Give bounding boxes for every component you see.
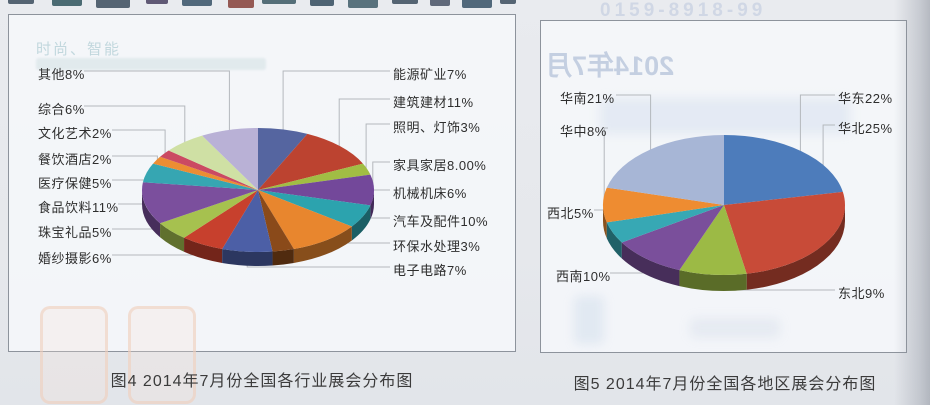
fig4-pie-side-环保水处理 [272, 248, 294, 266]
fig4-leader-line-其他 [84, 70, 230, 131]
fig4-pie-slice-机械机床 [258, 190, 371, 227]
fig4-label-wedding-photo: 婚纱摄影6% [38, 251, 112, 266]
cropped-glyph-fragment [146, 0, 168, 4]
fig4-label-electronics: 电子电路7% [393, 263, 467, 278]
fig4-label-machinery: 机械机床6% [393, 186, 467, 201]
fig5-leader-line-华东 [799, 94, 835, 152]
fig5-label-northeast: 东北9% [838, 286, 885, 301]
fig4-leader-line-医疗保健 [112, 172, 149, 181]
fig4-pie-slice-电子电路 [222, 190, 273, 252]
fig4-label-catering-hotel: 餐饮酒店2% [38, 152, 112, 167]
fig5-label-south-china: 华南21% [560, 91, 615, 106]
fig5-pie-side-西南 [621, 242, 680, 287]
cropped-glyph-fragment [262, 0, 296, 4]
fig4-pie-side-食品饮料 [142, 190, 161, 238]
cropped-glyph-fragment [430, 0, 450, 6]
fig4-leader-line-能源矿业 [282, 70, 390, 131]
bleedthrough-rounded-square [128, 306, 196, 404]
fig5-label-southwest: 西南10% [556, 269, 611, 284]
cropped-glyph-fragment [52, 0, 82, 6]
fig4-label-auto-parts: 汽车及配件10% [393, 214, 489, 229]
fig4-leader-line-照明、灯饰 [365, 123, 390, 170]
cropped-glyph-fragment [462, 0, 492, 8]
fig4-pie-slice-汽车及配件 [258, 190, 352, 249]
bleedthrough-rounded-square [40, 306, 108, 404]
fig4-leader-line-综合 [84, 105, 186, 143]
figure4-caption: 图4 2014年7月份全国各行业展会分布图 [110, 373, 414, 390]
fig5-pie-side-华中 [603, 205, 607, 239]
cropped-glyph-fragment [348, 0, 378, 8]
cropped-glyph-fragment [310, 0, 334, 6]
fig5-pie-side-西北 [606, 222, 622, 259]
fig4-pie-slice-能源矿业 [258, 128, 308, 190]
fig5-pie-slice-西北 [606, 205, 724, 243]
fig5-label-central-china: 华中8% [560, 124, 607, 139]
fig5-pie-slice-西南 [621, 205, 724, 271]
fig5-pie-side-华北 [746, 205, 845, 290]
fig4-leader-line-文化艺术 [112, 129, 166, 154]
fig4-pie-side-电子电路 [222, 248, 273, 266]
fig5-pie-slice-华南 [606, 135, 724, 205]
fig5-label-northwest: 西北5% [547, 206, 594, 221]
cropped-glyph-fragment [500, 0, 516, 4]
fig5-leader-line-华中 [603, 127, 608, 205]
fig4-label-construction-materials: 建筑建材11% [393, 95, 474, 110]
fig4-label-lighting: 照明、灯饰3% [393, 120, 481, 135]
fig5-leader-line-华南 [616, 94, 652, 151]
fig4-label-water-treatment: 环保水处理3% [393, 239, 481, 254]
fig5-pie-slice-华中 [603, 187, 724, 223]
fig4-label-furniture: 家具家居8.00% [393, 158, 487, 173]
fig4-pie-slice-文化艺术 [160, 150, 258, 190]
fig4-pie-slice-建筑建材 [258, 133, 363, 190]
fig4-leader-line-食品饮料 [118, 203, 147, 205]
fig4-pie-side-汽车及配件 [293, 226, 352, 263]
fig4-pie-slice-家具家居 [258, 174, 375, 206]
fig4-pie-slice-其他 [202, 128, 258, 190]
fig4-pie-slice-医疗保健 [142, 163, 258, 190]
fig4-pie-slice-婚纱摄影 [184, 190, 258, 249]
fig4-leader-line-餐饮酒店 [112, 155, 158, 161]
fig4-pie-slice-食品饮料 [142, 182, 258, 224]
figure5-caption: 图5 2014年7月份全国各地区展会分布图 [573, 376, 877, 393]
fig4-label-food-beverage: 食品饮料11% [38, 200, 119, 215]
fig4-pie-slice-餐饮酒店 [153, 156, 258, 190]
cropped-glyph-fragment [228, 0, 254, 8]
fig4-pie-slice-珠宝礼品 [160, 190, 258, 238]
fig4-pie-side-机械机床 [351, 205, 371, 241]
fig4-label-general: 综合6% [38, 102, 85, 117]
fig4-leader-line-家具家居 [372, 161, 390, 190]
fig5-pie-side-东北 [679, 270, 747, 291]
fig4-label-culture-art: 文化艺术2% [38, 126, 112, 141]
fig4-label-healthcare: 医疗保健5% [38, 176, 112, 191]
fig5-label-north-china: 华北25% [838, 121, 893, 136]
fig4-pie-side-珠宝礼品 [160, 223, 185, 252]
cropped-glyph-fragment [96, 0, 130, 8]
fig4-label-energy-mining: 能源矿业7% [393, 67, 467, 82]
fig4-pie-side-婚纱摄影 [184, 237, 223, 263]
fig5-pie-slice-华东 [724, 135, 843, 205]
fig5-pie-slice-华北 [724, 191, 845, 274]
fig4-pie-side-家具家居 [370, 190, 374, 220]
fig4-label-jewelry-gifts: 珠宝礼品5% [38, 225, 112, 240]
fig4-pie-slice-照明、灯饰 [258, 163, 371, 190]
cropped-glyph-fragment [8, 0, 34, 4]
fig4-pie-slice-环保水处理 [258, 190, 294, 252]
fig4-leader-line-建筑建材 [338, 98, 390, 147]
fig5-label-east-china: 华东22% [838, 91, 893, 106]
cropped-glyph-fragment [182, 0, 212, 6]
fig5-pie-slice-东北 [679, 205, 747, 275]
fig4-label-other: 其他8% [38, 67, 85, 82]
fig4-pie-slice-综合 [168, 135, 258, 190]
cropped-glyph-fragment [392, 0, 418, 4]
